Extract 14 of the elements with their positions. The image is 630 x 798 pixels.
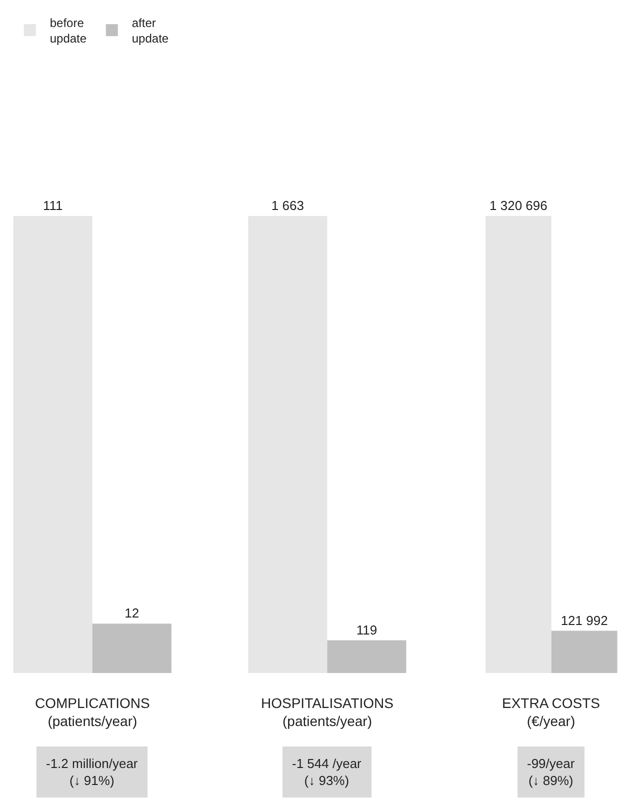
legend-label: after update (132, 16, 169, 46)
data-label: 12 (124, 606, 140, 621)
data-label: 111 (42, 198, 63, 213)
text: -1 544 /year (↓ 93%) (292, 756, 362, 788)
text: -99/year (↓ 89%) (527, 756, 576, 788)
data-label: 121 992 (560, 612, 608, 628)
x-axis-title: EXTRA COSTS (€/year) (502, 695, 600, 730)
data-label: 1 663 (271, 198, 304, 213)
data-label: 1 320 696 (490, 198, 548, 213)
text: -1.2 million/year (↓ 91%) (46, 756, 138, 788)
data-label: 119 (356, 622, 378, 638)
x-axis-title: HOSPITALISATIONS (patients/year) (261, 695, 394, 730)
x-axis-title: COMPLICATIONS (patients/year) (35, 695, 150, 730)
legend-label: before update (50, 16, 87, 46)
